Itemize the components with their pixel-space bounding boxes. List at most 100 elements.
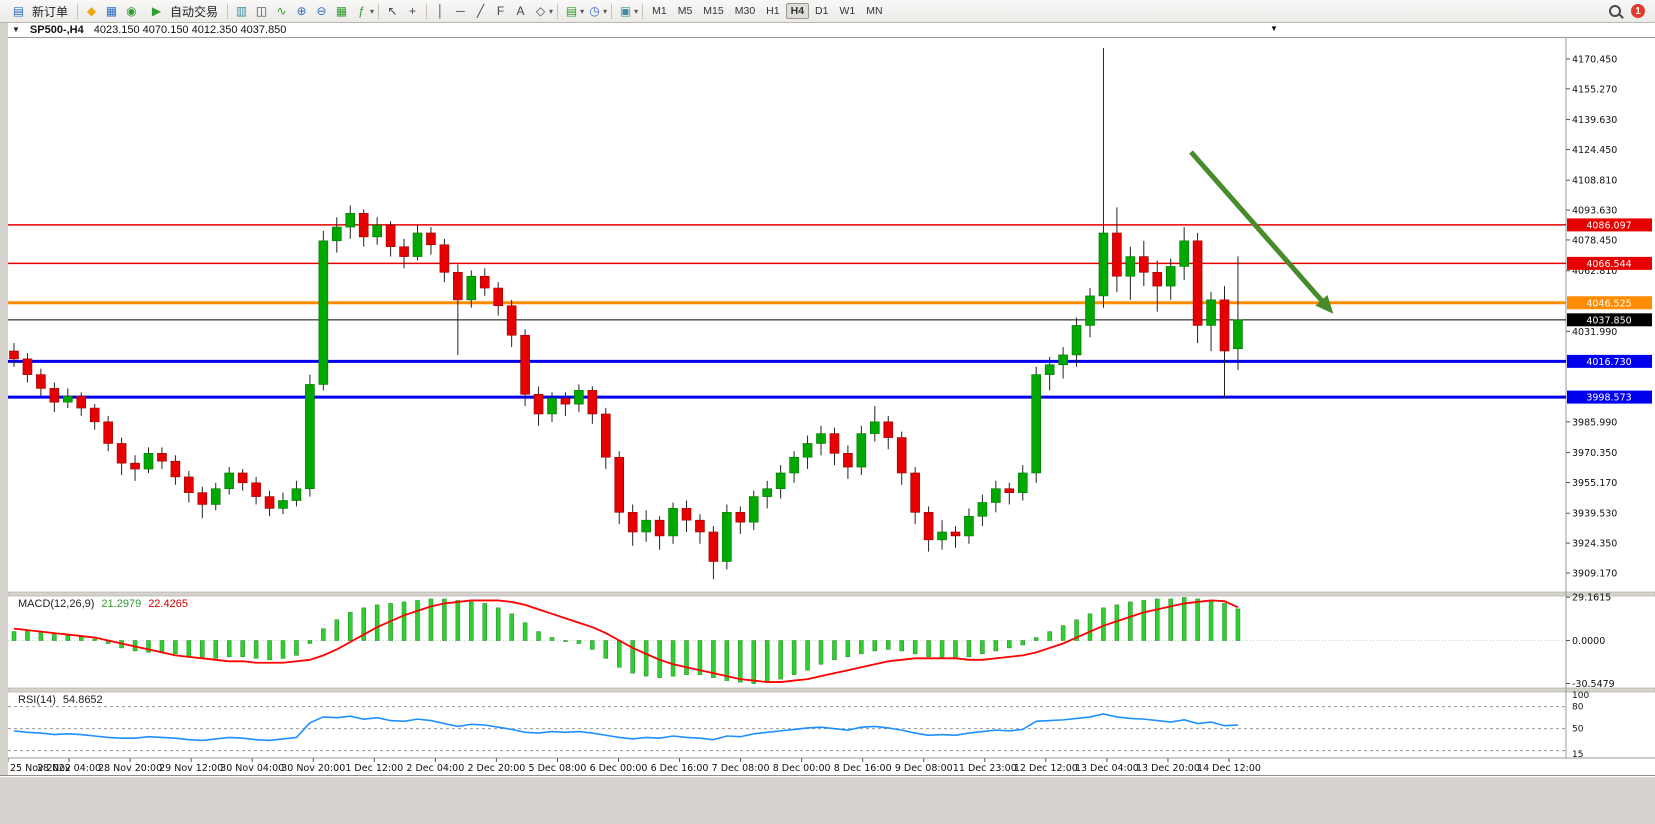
svg-text:4062.810: 4062.810: [1572, 266, 1617, 277]
svg-text:3924.350: 3924.350: [1572, 539, 1617, 550]
vertical-line-icon[interactable]: │: [436, 4, 445, 18]
chart-symbol-period: SP500-,H4: [29, 23, 84, 36]
period-dropdown-icon[interactable]: ▾: [603, 6, 608, 16]
svg-text:30 Nov 20:00: 30 Nov 20:00: [281, 763, 345, 774]
tile-windows-icon[interactable]: ▦: [335, 4, 348, 18]
svg-text:7 Dec 08:00: 7 Dec 08:00: [712, 763, 770, 774]
toolbar-separator: [77, 3, 79, 19]
svg-text:3985.990: 3985.990: [1572, 417, 1617, 428]
broadcast-icon[interactable]: ◉: [126, 4, 137, 18]
window-bottom-area[interactable]: [0, 775, 1655, 824]
svg-text:80: 80: [1572, 703, 1584, 713]
svg-text:30 Nov 04:00: 30 Nov 04:00: [220, 763, 284, 774]
svg-text:1 Dec 12:00: 1 Dec 12:00: [345, 763, 403, 774]
new-order-button[interactable]: ▤ 新订单: [4, 1, 73, 21]
svg-text:11 Dec 23:00: 11 Dec 23:00: [953, 763, 1017, 774]
fibonacci-icon[interactable]: F: [496, 4, 505, 18]
timeframe-button-m5[interactable]: M5: [677, 5, 693, 17]
svg-text:8 Dec 00:00: 8 Dec 00:00: [773, 763, 831, 774]
svg-text:28 Nov 04:00: 28 Nov 04:00: [37, 763, 101, 774]
svg-text:15: 15: [1572, 750, 1583, 760]
price-chart-canvas[interactable]: 4170.450 4155.270 4139.630 4124.450 4108.810…: [8, 38, 1655, 775]
toolbar-separator: [227, 3, 229, 19]
svg-text:0.0000: 0.0000: [1572, 636, 1605, 647]
text-tool-icon[interactable]: A: [516, 4, 525, 18]
svg-text:4108.810: 4108.810: [1572, 176, 1617, 187]
svg-text:6 Dec 16:00: 6 Dec 16:00: [651, 763, 709, 774]
shapes-dropdown-icon[interactable]: ▾: [549, 6, 554, 16]
timeframe-button-h4[interactable]: H4: [785, 3, 810, 19]
svg-text:9 Dec 08:00: 9 Dec 08:00: [895, 763, 953, 774]
timeframe-button-m15[interactable]: M15: [703, 5, 724, 17]
search-icon[interactable]: [1609, 5, 1621, 17]
autotrading-button[interactable]: ▶ 自动交易: [142, 1, 223, 21]
svg-text:4139.630: 4139.630: [1572, 115, 1617, 126]
indicators-dropdown-icon[interactable]: ▾: [370, 6, 375, 16]
toolbar-separator: [378, 3, 380, 19]
trendline-icon[interactable]: ╱: [476, 4, 485, 18]
shapes-icon[interactable]: ◇: [535, 4, 546, 18]
svg-text:8 Dec 16:00: 8 Dec 16:00: [834, 763, 892, 774]
svg-text:14 Dec 12:00: 14 Dec 12:00: [1197, 763, 1261, 774]
period-clock-icon[interactable]: ◷: [589, 4, 600, 18]
svg-text:5 Dec 08:00: 5 Dec 08:00: [529, 763, 587, 774]
crosshair-icon[interactable]: +: [409, 4, 417, 18]
svg-text:100: 100: [1572, 691, 1589, 701]
main-toolbar: ▤ 新订单 ◆ ▦ ◉ ▶ 自动交易 ▥ ◫ ∿ ⊕ ⊖ ▦ ƒ ▾ ↖ + │…: [0, 0, 1655, 23]
objects-dropdown-icon[interactable]: ▾: [580, 6, 585, 16]
new-order-icon: ▤: [12, 4, 25, 18]
svg-text:3909.170: 3909.170: [1572, 568, 1617, 579]
snapshot-icon[interactable]: ▣: [619, 4, 632, 18]
zoom-out-icon[interactable]: ⊖: [316, 4, 327, 18]
chart-ohlc-values: 4023.150 4070.150 4012.350 4037.850: [93, 23, 287, 36]
toolbar-separator: [557, 3, 559, 19]
svg-text:-30.5479: -30.5479: [1572, 679, 1615, 690]
svg-text:4066.544: 4066.544: [1586, 259, 1631, 270]
svg-text:4124.450: 4124.450: [1572, 145, 1617, 156]
new-order-label: 新订单: [32, 4, 69, 19]
accounts-icon[interactable]: ▦: [105, 4, 118, 18]
timeframe-button-m1[interactable]: M1: [652, 5, 667, 17]
objects-icon[interactable]: ▤: [565, 4, 578, 18]
timeframe-button-m30[interactable]: M30: [734, 5, 756, 17]
svg-text:4031.990: 4031.990: [1572, 327, 1617, 338]
notification-badge[interactable]: 1: [1631, 4, 1645, 18]
indicators-icon[interactable]: ƒ: [358, 4, 365, 18]
chart-window: ▼ SP500-,H4 4023.150 4070.150 4012.350 4…: [8, 22, 1655, 775]
bar-chart-mode-icon[interactable]: ▥: [235, 4, 248, 18]
svg-text:29 Nov 12:00: 29 Nov 12:00: [159, 763, 223, 774]
timeframe-button-h1[interactable]: H1: [766, 5, 780, 17]
svg-text:25 Nov 2022: 25 Nov 2022: [10, 763, 71, 774]
svg-text:13 Dec 04:00: 13 Dec 04:00: [1075, 763, 1139, 774]
autotrading-play-icon: ▶: [151, 4, 162, 18]
timeframe-button-w1[interactable]: W1: [839, 5, 856, 17]
mql-community-icon[interactable]: ◆: [86, 4, 97, 18]
line-chart-mode-icon[interactable]: ∿: [276, 4, 287, 18]
svg-text:4155.270: 4155.270: [1572, 84, 1617, 95]
svg-text:3998.573: 3998.573: [1586, 393, 1631, 404]
chart-title-bar: ▼ SP500-,H4 4023.150 4070.150 4012.350 4…: [8, 22, 1655, 38]
cursor-icon[interactable]: ↖: [387, 4, 398, 18]
candlestick-mode-icon[interactable]: ◫: [255, 4, 268, 18]
toolbar-separator: [642, 3, 644, 19]
svg-text:4086.097: 4086.097: [1586, 220, 1631, 231]
autotrading-label: 自动交易: [170, 4, 219, 19]
svg-text:4046.525: 4046.525: [1586, 298, 1631, 309]
panel-toggle-arrow-icon[interactable]: ▼: [1270, 24, 1278, 33]
timeframe-button-d1[interactable]: D1: [815, 5, 829, 17]
toolbar-right-group: 1: [1609, 4, 1651, 18]
chart-collapse-icon[interactable]: ▼: [12, 25, 20, 34]
snapshot-dropdown-icon[interactable]: ▾: [634, 6, 639, 16]
zoom-in-icon[interactable]: ⊕: [296, 4, 307, 18]
svg-text:2 Dec 20:00: 2 Dec 20:00: [467, 763, 525, 774]
svg-text:3955.170: 3955.170: [1572, 478, 1617, 489]
svg-text:4037.850: 4037.850: [1586, 315, 1631, 326]
toolbar-separator: [426, 3, 428, 19]
toolbar-separator: [611, 3, 613, 19]
svg-text:4016.730: 4016.730: [1586, 357, 1631, 368]
svg-text:4078.450: 4078.450: [1572, 235, 1617, 246]
timeframe-button-mn[interactable]: MN: [866, 5, 883, 17]
svg-text:3939.530: 3939.530: [1572, 509, 1617, 520]
horizontal-line-icon[interactable]: ─: [456, 4, 465, 18]
